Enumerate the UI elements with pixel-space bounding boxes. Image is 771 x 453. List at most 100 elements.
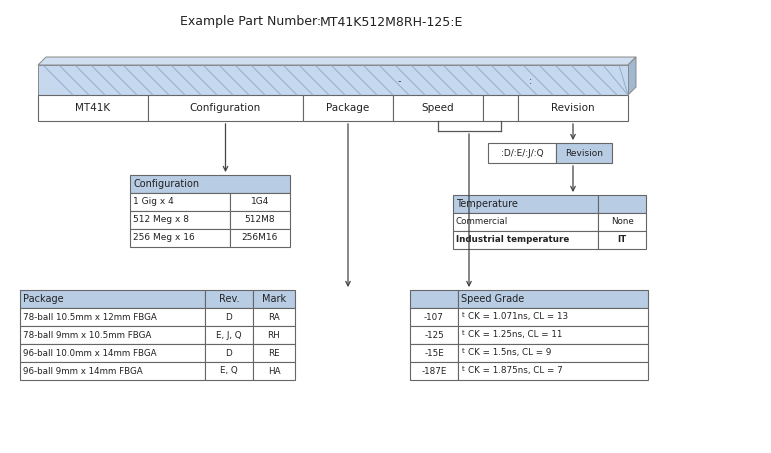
Text: Speed Grade: Speed Grade [461, 294, 524, 304]
Polygon shape [38, 57, 636, 65]
Text: t: t [462, 312, 465, 318]
Bar [130, 175, 290, 193]
Bar [458, 326, 648, 344]
Bar [453, 231, 598, 249]
Bar [303, 95, 393, 121]
Bar [253, 290, 295, 308]
Text: -125: -125 [424, 331, 444, 339]
Text: RH: RH [268, 331, 281, 339]
Text: 1 Gig x 4: 1 Gig x 4 [133, 198, 173, 207]
Text: 1G4: 1G4 [251, 198, 269, 207]
Text: 78-ball 10.5mm x 12mm FBGA: 78-ball 10.5mm x 12mm FBGA [23, 313, 157, 322]
Text: :D/:E/:J/:Q: :D/:E/:J/:Q [500, 149, 544, 158]
Bar [20, 326, 205, 344]
Polygon shape [628, 57, 636, 95]
Bar [205, 308, 253, 326]
Bar [483, 95, 518, 121]
Bar [598, 195, 646, 213]
Bar [20, 344, 205, 362]
Bar [38, 65, 628, 95]
Text: CK = 1.071ns, CL = 13: CK = 1.071ns, CL = 13 [468, 313, 568, 322]
Bar [20, 290, 205, 308]
Bar [130, 193, 230, 211]
Bar [410, 362, 458, 380]
Text: D: D [226, 313, 232, 322]
Text: RA: RA [268, 313, 280, 322]
Bar [130, 229, 230, 247]
Text: 78-ball 9mm x 10.5mm FBGA: 78-ball 9mm x 10.5mm FBGA [23, 331, 151, 339]
Bar [458, 308, 648, 326]
Bar [20, 308, 205, 326]
Bar [410, 308, 458, 326]
Bar [205, 362, 253, 380]
Bar [598, 231, 646, 249]
Text: :: : [528, 76, 532, 86]
Bar [458, 344, 648, 362]
Text: -187E: -187E [421, 366, 446, 376]
Text: 512M8: 512M8 [244, 216, 275, 225]
Text: Industrial temperature: Industrial temperature [456, 236, 569, 245]
Bar [230, 193, 290, 211]
Text: Revision: Revision [551, 103, 594, 113]
Bar [205, 344, 253, 362]
Text: E, J, Q: E, J, Q [216, 331, 242, 339]
Text: CK = 1.25ns, CL = 11: CK = 1.25ns, CL = 11 [468, 331, 562, 339]
Bar [253, 362, 295, 380]
Text: 256 Meg x 16: 256 Meg x 16 [133, 233, 195, 242]
Bar [38, 95, 148, 121]
Text: t: t [462, 366, 465, 372]
Text: Commercial: Commercial [456, 217, 508, 226]
Text: E, Q: E, Q [221, 366, 238, 376]
Text: MT41K: MT41K [76, 103, 110, 113]
Text: Configuration: Configuration [133, 179, 199, 189]
Text: CK = 1.875ns, CL = 7: CK = 1.875ns, CL = 7 [468, 366, 563, 376]
Bar [253, 326, 295, 344]
Bar [410, 344, 458, 362]
Text: Configuration: Configuration [190, 103, 261, 113]
Text: Package: Package [326, 103, 369, 113]
Bar [453, 213, 598, 231]
Text: t: t [462, 330, 465, 336]
Text: t: t [462, 348, 465, 354]
Bar [130, 211, 230, 229]
Text: 512 Meg x 8: 512 Meg x 8 [133, 216, 189, 225]
Text: Revision: Revision [565, 149, 603, 158]
Text: Speed: Speed [422, 103, 454, 113]
Bar [230, 229, 290, 247]
Bar [488, 143, 556, 163]
Bar [205, 326, 253, 344]
Bar [458, 290, 648, 308]
Text: Mark: Mark [262, 294, 286, 304]
Bar [253, 344, 295, 362]
Bar [458, 362, 648, 380]
Bar [598, 213, 646, 231]
Bar [410, 326, 458, 344]
Bar [205, 290, 253, 308]
Text: -: - [397, 76, 401, 86]
Bar [453, 195, 598, 213]
Text: -107: -107 [424, 313, 444, 322]
Text: Rev.: Rev. [219, 294, 239, 304]
Text: IT: IT [618, 236, 627, 245]
Bar [410, 290, 458, 308]
Text: 256M16: 256M16 [242, 233, 278, 242]
Bar [253, 308, 295, 326]
Bar [393, 95, 483, 121]
Text: Example Part Number:: Example Part Number: [180, 15, 322, 29]
Text: -15E: -15E [424, 348, 444, 357]
Text: HA: HA [268, 366, 281, 376]
Text: 96-ball 9mm x 14mm FBGA: 96-ball 9mm x 14mm FBGA [23, 366, 143, 376]
Text: 96-ball 10.0mm x 14mm FBGA: 96-ball 10.0mm x 14mm FBGA [23, 348, 157, 357]
Text: RE: RE [268, 348, 280, 357]
Text: Temperature: Temperature [456, 199, 518, 209]
Text: None: None [611, 217, 633, 226]
Bar [20, 362, 205, 380]
Bar [556, 143, 612, 163]
Bar [148, 95, 303, 121]
Text: CK = 1.5ns, CL = 9: CK = 1.5ns, CL = 9 [468, 348, 551, 357]
Text: MT41K512M8RH-125:E: MT41K512M8RH-125:E [320, 15, 463, 29]
Text: Package: Package [23, 294, 64, 304]
Bar [230, 211, 290, 229]
Bar [518, 95, 628, 121]
Text: D: D [226, 348, 232, 357]
